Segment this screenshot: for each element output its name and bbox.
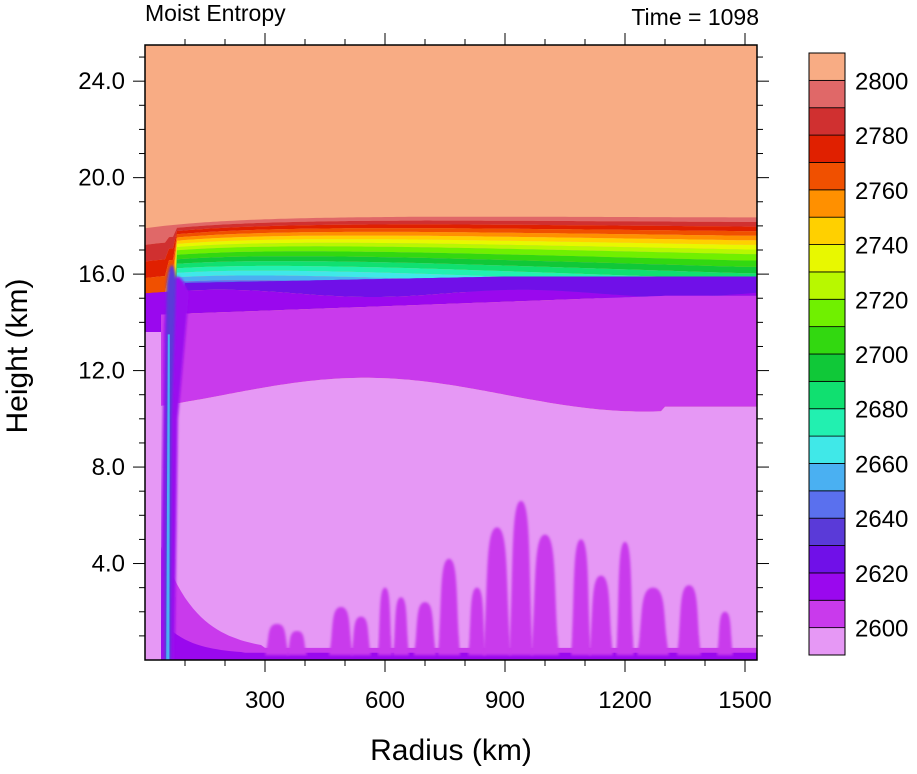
colorbar-swatch <box>808 380 846 410</box>
convective-plume <box>677 585 701 656</box>
colorbar-label: 2680 <box>855 397 908 424</box>
convective-plume <box>531 534 559 656</box>
colorbar-swatch <box>808 572 846 601</box>
convective-plume <box>509 500 533 656</box>
colorbar-swatch <box>808 189 846 218</box>
y-axis-label: Height (km) <box>1 278 34 434</box>
indigo-layer <box>145 276 757 337</box>
convective-plume <box>589 575 613 656</box>
colorbar: 2600 2620 2640 2660 2680 2700 2720 2740 2760 2780… <box>808 52 908 656</box>
colorbar-label: 2640 <box>855 506 908 533</box>
colorbar-label: 2720 <box>855 287 908 314</box>
convective-plume <box>393 597 409 656</box>
colorbar-swatch <box>808 408 846 437</box>
y-tick-label: 4.0 <box>92 551 125 578</box>
colorbar-swatch <box>808 517 846 546</box>
tropopause-band <box>145 228 757 295</box>
colorbar-frame <box>808 52 846 656</box>
x-tick-label: 1500 <box>718 687 771 714</box>
colorbar-swatch <box>808 52 846 81</box>
x-axis-label: Radius (km) <box>370 734 532 767</box>
x-tick-label: 600 <box>365 687 405 714</box>
colorbar-swatch <box>808 545 846 574</box>
convective-plume <box>437 558 461 656</box>
y-axis-ticks: 4.0 8.0 12.0 16.0 20.0 24.0 <box>78 56 769 637</box>
entropy-contour-field <box>145 45 757 660</box>
x-tick-label: 900 <box>485 687 525 714</box>
plot-axes <box>144 44 758 661</box>
convective-plume <box>616 541 634 656</box>
colorbar-swatch <box>808 353 846 382</box>
tropopause-band <box>145 224 757 279</box>
x-tick-label: 300 <box>245 687 285 714</box>
colorbar-swatch <box>808 463 846 492</box>
convective-plume <box>377 587 393 656</box>
colorbar-swatch <box>808 435 846 464</box>
chart-title: Moist Entropy <box>145 0 286 26</box>
colorbar-swatch <box>808 162 846 191</box>
colorbar-label: 2800 <box>855 68 908 95</box>
violet-layer <box>145 289 757 316</box>
tropopause-band <box>145 220 757 262</box>
colorbar-swatch <box>808 599 846 629</box>
colorbar-swatch <box>808 216 846 245</box>
y-tick-label: 24.0 <box>78 68 125 95</box>
colorbar-label: 2760 <box>855 178 908 205</box>
colorbar-swatch <box>808 79 846 109</box>
colorbar-label: 2600 <box>855 616 908 643</box>
colorbar-label: 2700 <box>855 342 908 369</box>
colorbar-swatch <box>808 134 846 163</box>
convective-plume <box>287 631 307 656</box>
colorbar-swatch <box>808 271 846 300</box>
convective-plume <box>571 539 591 656</box>
convective-plume <box>468 587 486 656</box>
colorbar-swatch <box>808 627 846 656</box>
eyewall-center <box>166 334 170 660</box>
eye-region <box>145 332 161 660</box>
y-tick-label: 8.0 <box>92 454 125 481</box>
plot-frame <box>144 44 758 661</box>
eye-top <box>145 310 161 332</box>
convective-plume <box>483 527 511 656</box>
colorbar-swatch <box>808 326 846 355</box>
convective-plume <box>265 623 289 656</box>
convective-plume <box>717 611 733 656</box>
y-tick-label: 12.0 <box>78 358 125 385</box>
colorbar-label: 2740 <box>855 233 908 260</box>
x-tick-label: 1200 <box>598 687 651 714</box>
boundary-layer <box>145 487 757 660</box>
x-axis-ticks: 300 600 900 1200 1500 <box>184 33 772 714</box>
colorbar-label: 2660 <box>855 451 908 478</box>
purple-layer <box>145 295 757 412</box>
convective-plume <box>329 606 353 656</box>
tropopause-band <box>145 216 757 245</box>
colorbar-label: 2620 <box>855 561 908 588</box>
colorbar-swatch <box>808 298 846 328</box>
colorbar-swatch <box>808 244 846 273</box>
time-label: Time = 1098 <box>631 4 759 30</box>
convective-plume <box>413 602 437 656</box>
colorbar-swatch <box>808 107 846 136</box>
colorbar-swatch <box>808 490 846 519</box>
convective-plume <box>637 587 669 656</box>
y-tick-label: 16.0 <box>78 261 125 288</box>
colorbar-label: 2780 <box>855 123 908 150</box>
y-tick-label: 20.0 <box>78 165 125 192</box>
convective-plume <box>351 616 371 656</box>
